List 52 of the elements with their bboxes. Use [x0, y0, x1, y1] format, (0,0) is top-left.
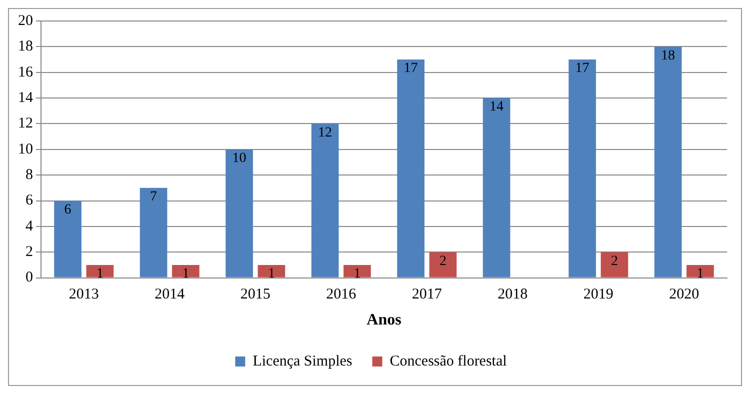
y-tick-label: 20: [18, 12, 33, 29]
x-tick-label: 2015: [240, 286, 270, 303]
x-tick-label: 2016: [326, 286, 357, 303]
bar: [482, 98, 510, 278]
bar: [140, 188, 168, 278]
bar: [54, 200, 82, 278]
x-tick-label: 2013: [68, 286, 99, 303]
y-tick-label: 2: [26, 244, 33, 260]
x-tick-label: 2019: [583, 286, 614, 303]
y-tick-label: 18: [18, 38, 33, 55]
data-label: 18: [661, 48, 676, 64]
bar: [226, 149, 253, 278]
data-label: 1: [696, 266, 704, 282]
data-label: 1: [96, 266, 104, 282]
x-tick-label: 2014: [154, 286, 186, 303]
data-label: 1: [182, 266, 190, 282]
x-axis-title: Anos: [366, 312, 402, 329]
legend-label: Concessão florestal: [390, 353, 507, 370]
bar: [654, 46, 682, 278]
y-tick-label: 8: [26, 167, 33, 184]
y-tick-label: 0: [26, 270, 33, 286]
data-label: 17: [404, 61, 418, 76]
data-label: 14: [490, 100, 504, 115]
bar: [686, 264, 714, 278]
data-label: 1: [354, 266, 361, 282]
legend-label: Licença Simples: [252, 353, 352, 370]
data-label: 2: [439, 254, 446, 269]
data-label: 10: [232, 151, 246, 166]
y-tick-label: 12: [18, 116, 33, 132]
x-tick-label: 2018: [498, 286, 528, 303]
x-tick-label: 2020: [669, 286, 700, 303]
bar: [429, 252, 457, 278]
y-tick-label: 6: [26, 192, 34, 209]
y-tick-label: 10: [18, 141, 33, 158]
bar: [397, 60, 424, 278]
data-label: 2: [610, 254, 618, 269]
data-label: 6: [64, 202, 72, 218]
x-tick-label: 2017: [412, 286, 442, 303]
bar: [86, 264, 114, 278]
bar: [172, 264, 200, 278]
bar: [344, 264, 371, 278]
data-label: 12: [318, 125, 332, 140]
y-tick-label: 14: [18, 90, 34, 106]
bar: [600, 252, 628, 278]
y-tick-label: 4: [26, 218, 34, 234]
bar: [258, 264, 286, 278]
data-label: 1: [268, 266, 275, 282]
bar: [311, 124, 339, 278]
bar: [568, 60, 596, 278]
data-label: 7: [150, 190, 158, 205]
y-tick-label: 16: [18, 64, 34, 80]
data-label: 17: [575, 61, 590, 76]
